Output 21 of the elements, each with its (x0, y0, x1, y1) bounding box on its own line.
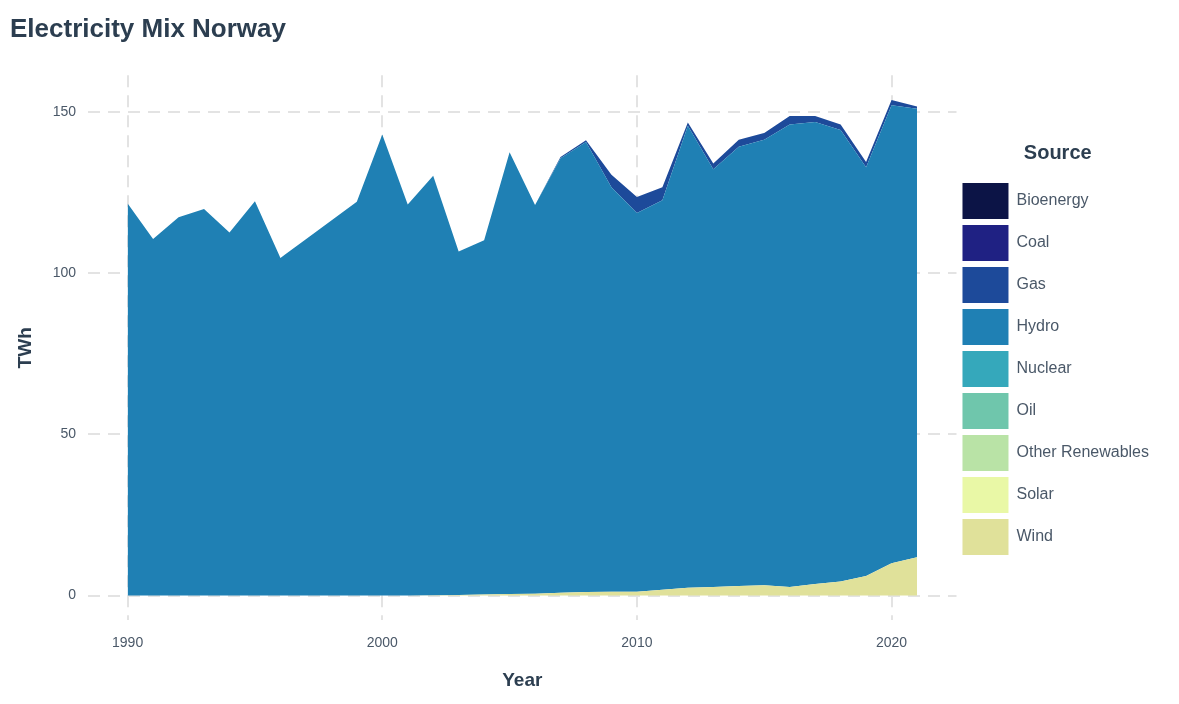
x-axis-title: Year (502, 668, 543, 690)
legend-label: Oil (1016, 401, 1037, 419)
x-tick-label: 2020 (875, 633, 908, 650)
x-tick-label: 2000 (366, 633, 399, 650)
y-axis-title: TWh (13, 327, 35, 369)
legend-label: Coal (1016, 233, 1050, 251)
legend-label: Nuclear (1016, 359, 1073, 377)
legend-label: Other Renewables (1016, 443, 1149, 461)
x-tick-label: 1990 (112, 633, 144, 650)
y-tick-label: 150 (52, 103, 77, 120)
y-tick-label: 0 (68, 586, 77, 603)
y-tick-label: 50 (60, 425, 77, 442)
chart-title: Electricity Mix Norway (10, 12, 287, 43)
x-tick-label: 2010 (621, 633, 653, 650)
legend-label: Hydro (1016, 317, 1060, 335)
y-tick-label: 100 (52, 264, 77, 281)
legend-label: Gas (1016, 275, 1046, 293)
legend-label: Bioenergy (1016, 191, 1089, 209)
legend-label: Wind (1016, 527, 1053, 545)
legend-title: Source (1023, 140, 1092, 163)
legend-label: Solar (1016, 485, 1055, 503)
